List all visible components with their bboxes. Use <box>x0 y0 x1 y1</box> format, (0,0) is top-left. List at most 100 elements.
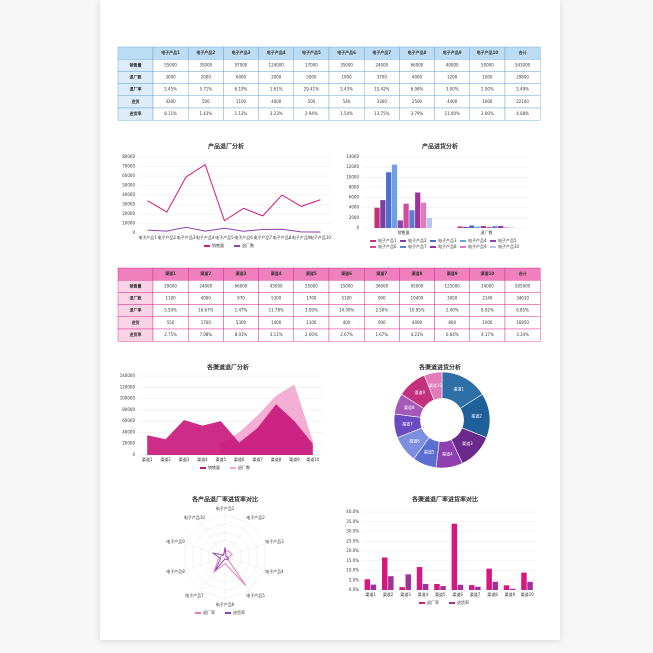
bar <box>527 581 533 590</box>
cell-text: 3300 <box>377 99 388 104</box>
y-tick-label: 40.0% <box>346 509 359 514</box>
legend-swatch <box>370 246 376 248</box>
legend-label: 退厂数 <box>242 242 254 248</box>
cell-text: 渠道2 <box>200 270 211 276</box>
y-tick-label: 20000 <box>122 211 135 216</box>
cell-text: 45000 <box>270 283 283 288</box>
y-tick-label: 50000 <box>122 183 135 188</box>
cell-text: 电子产品10 <box>477 49 499 55</box>
cell-text: 1.13% <box>235 111 248 116</box>
x-tick-label: 电子产品9 <box>292 234 311 240</box>
bar <box>451 523 458 590</box>
bar <box>486 568 492 590</box>
bar <box>409 210 415 228</box>
cell-text: 35000 <box>199 62 212 67</box>
cell-text: 1700 <box>306 296 317 301</box>
cell-text: 渠道5 <box>306 270 317 276</box>
x-tick-label: 电子产品1 <box>138 234 157 240</box>
cell-text: 进货率 <box>130 110 142 116</box>
bar <box>426 217 432 228</box>
cell-text: 543000 <box>515 62 531 67</box>
chart-title: 各渠道退厂率进货率对比 <box>411 496 478 504</box>
bar <box>391 164 398 228</box>
area-series <box>147 404 313 455</box>
x-tick-label: 渠道3 <box>179 456 190 462</box>
y-tick-label: 60000 <box>122 173 135 178</box>
bar <box>415 192 421 228</box>
y-tick-label: 15.0% <box>346 558 359 563</box>
cell-text: 进货 <box>132 319 140 325</box>
slice-label: 渠道3 <box>462 440 473 446</box>
bar <box>388 576 394 590</box>
cell-text: 1.47% <box>235 308 248 313</box>
cell-text: 4000 <box>271 99 282 104</box>
cell-text: 电子产品9 <box>443 49 462 55</box>
bar <box>380 200 386 228</box>
x-tick-label: 渠道4 <box>197 456 208 462</box>
y-tick-label: 5.0% <box>349 577 359 582</box>
y-tick-label: 140000 <box>120 373 136 378</box>
bar <box>521 572 527 590</box>
cell-text: 合计 <box>519 49 527 55</box>
cell-text: 1100 <box>306 320 317 325</box>
legend-swatch <box>225 612 231 614</box>
cell-text: 5.43% <box>340 87 353 92</box>
bar <box>475 586 481 590</box>
y-tick-label: 4000 <box>349 205 360 210</box>
cell-text: 2.00% <box>305 332 318 337</box>
cell-text: 渠道6 <box>341 270 352 276</box>
cell-text: 66000 <box>235 283 248 288</box>
bar <box>370 584 377 590</box>
cell-text: 1100 <box>166 296 177 301</box>
legend-swatch <box>234 245 240 247</box>
cell-text: 24000 <box>481 283 494 288</box>
chart-title: 产品退厂分析 <box>208 143 244 151</box>
cell-text: 电子产品2 <box>196 49 215 55</box>
cell-text: 34.00% <box>339 308 354 313</box>
legend-label: 电子产品4 <box>468 237 487 243</box>
cell-text: 渠道10 <box>481 270 495 276</box>
cell-text: 8.11% <box>164 111 177 116</box>
cell-text: 95000 <box>411 283 424 288</box>
legend-label: 电子产品8 <box>438 243 457 249</box>
axis-label: 电子产品4 <box>265 568 284 574</box>
axis-label: 电子产品2 <box>246 514 265 520</box>
cell-text: 电子产品3 <box>232 49 251 55</box>
cell-text: 2.50% <box>375 308 388 313</box>
cell-text: 10.95% <box>409 308 424 313</box>
table-cell <box>117 267 154 281</box>
legend-label: 电子产品6 <box>378 243 397 249</box>
legend-swatch <box>419 602 425 604</box>
axis-label: 电子产品6 <box>216 601 235 607</box>
x-tick-label: 电子产品3 <box>177 234 196 240</box>
slice-label: 渠道8 <box>404 404 415 410</box>
cell-text: 5300 <box>236 320 247 325</box>
bar <box>492 226 498 228</box>
slice-label: 渠道7 <box>402 420 413 426</box>
cell-text: 渠道8 <box>412 270 423 276</box>
cell-text: 5.45% <box>164 87 177 92</box>
slice-label: 渠道1 <box>453 386 464 392</box>
cell-text: 500 <box>202 99 210 104</box>
axis-label: 电子产品7 <box>185 592 204 598</box>
cell-text: 3.23% <box>270 111 283 116</box>
legend-swatch <box>430 246 436 248</box>
cell-text: 渠道9 <box>447 270 458 276</box>
x-tick-label: 电子产品4 <box>196 234 215 240</box>
cell-text: 1200 <box>447 75 458 80</box>
cell-text: 550 <box>167 320 175 325</box>
cell-text: 4000 <box>412 320 423 325</box>
cell-text: 1400 <box>271 320 282 325</box>
cell-text: 540 <box>343 99 351 104</box>
cell-text: 125000 <box>445 283 461 288</box>
cell-text: 1000 <box>482 320 493 325</box>
cell-text: 退厂数 <box>130 295 142 301</box>
y-tick-label: 0.0% <box>349 587 359 592</box>
y-tick-label: 30.0% <box>346 529 359 534</box>
legend-swatch <box>195 612 201 614</box>
cell-text: 50000 <box>481 62 494 67</box>
y-tick-label: 60000 <box>122 418 135 423</box>
chart-title: 各产品退厂率进货率对比 <box>191 496 258 504</box>
y-tick-label: 35.0% <box>346 519 359 524</box>
bar <box>509 588 516 590</box>
